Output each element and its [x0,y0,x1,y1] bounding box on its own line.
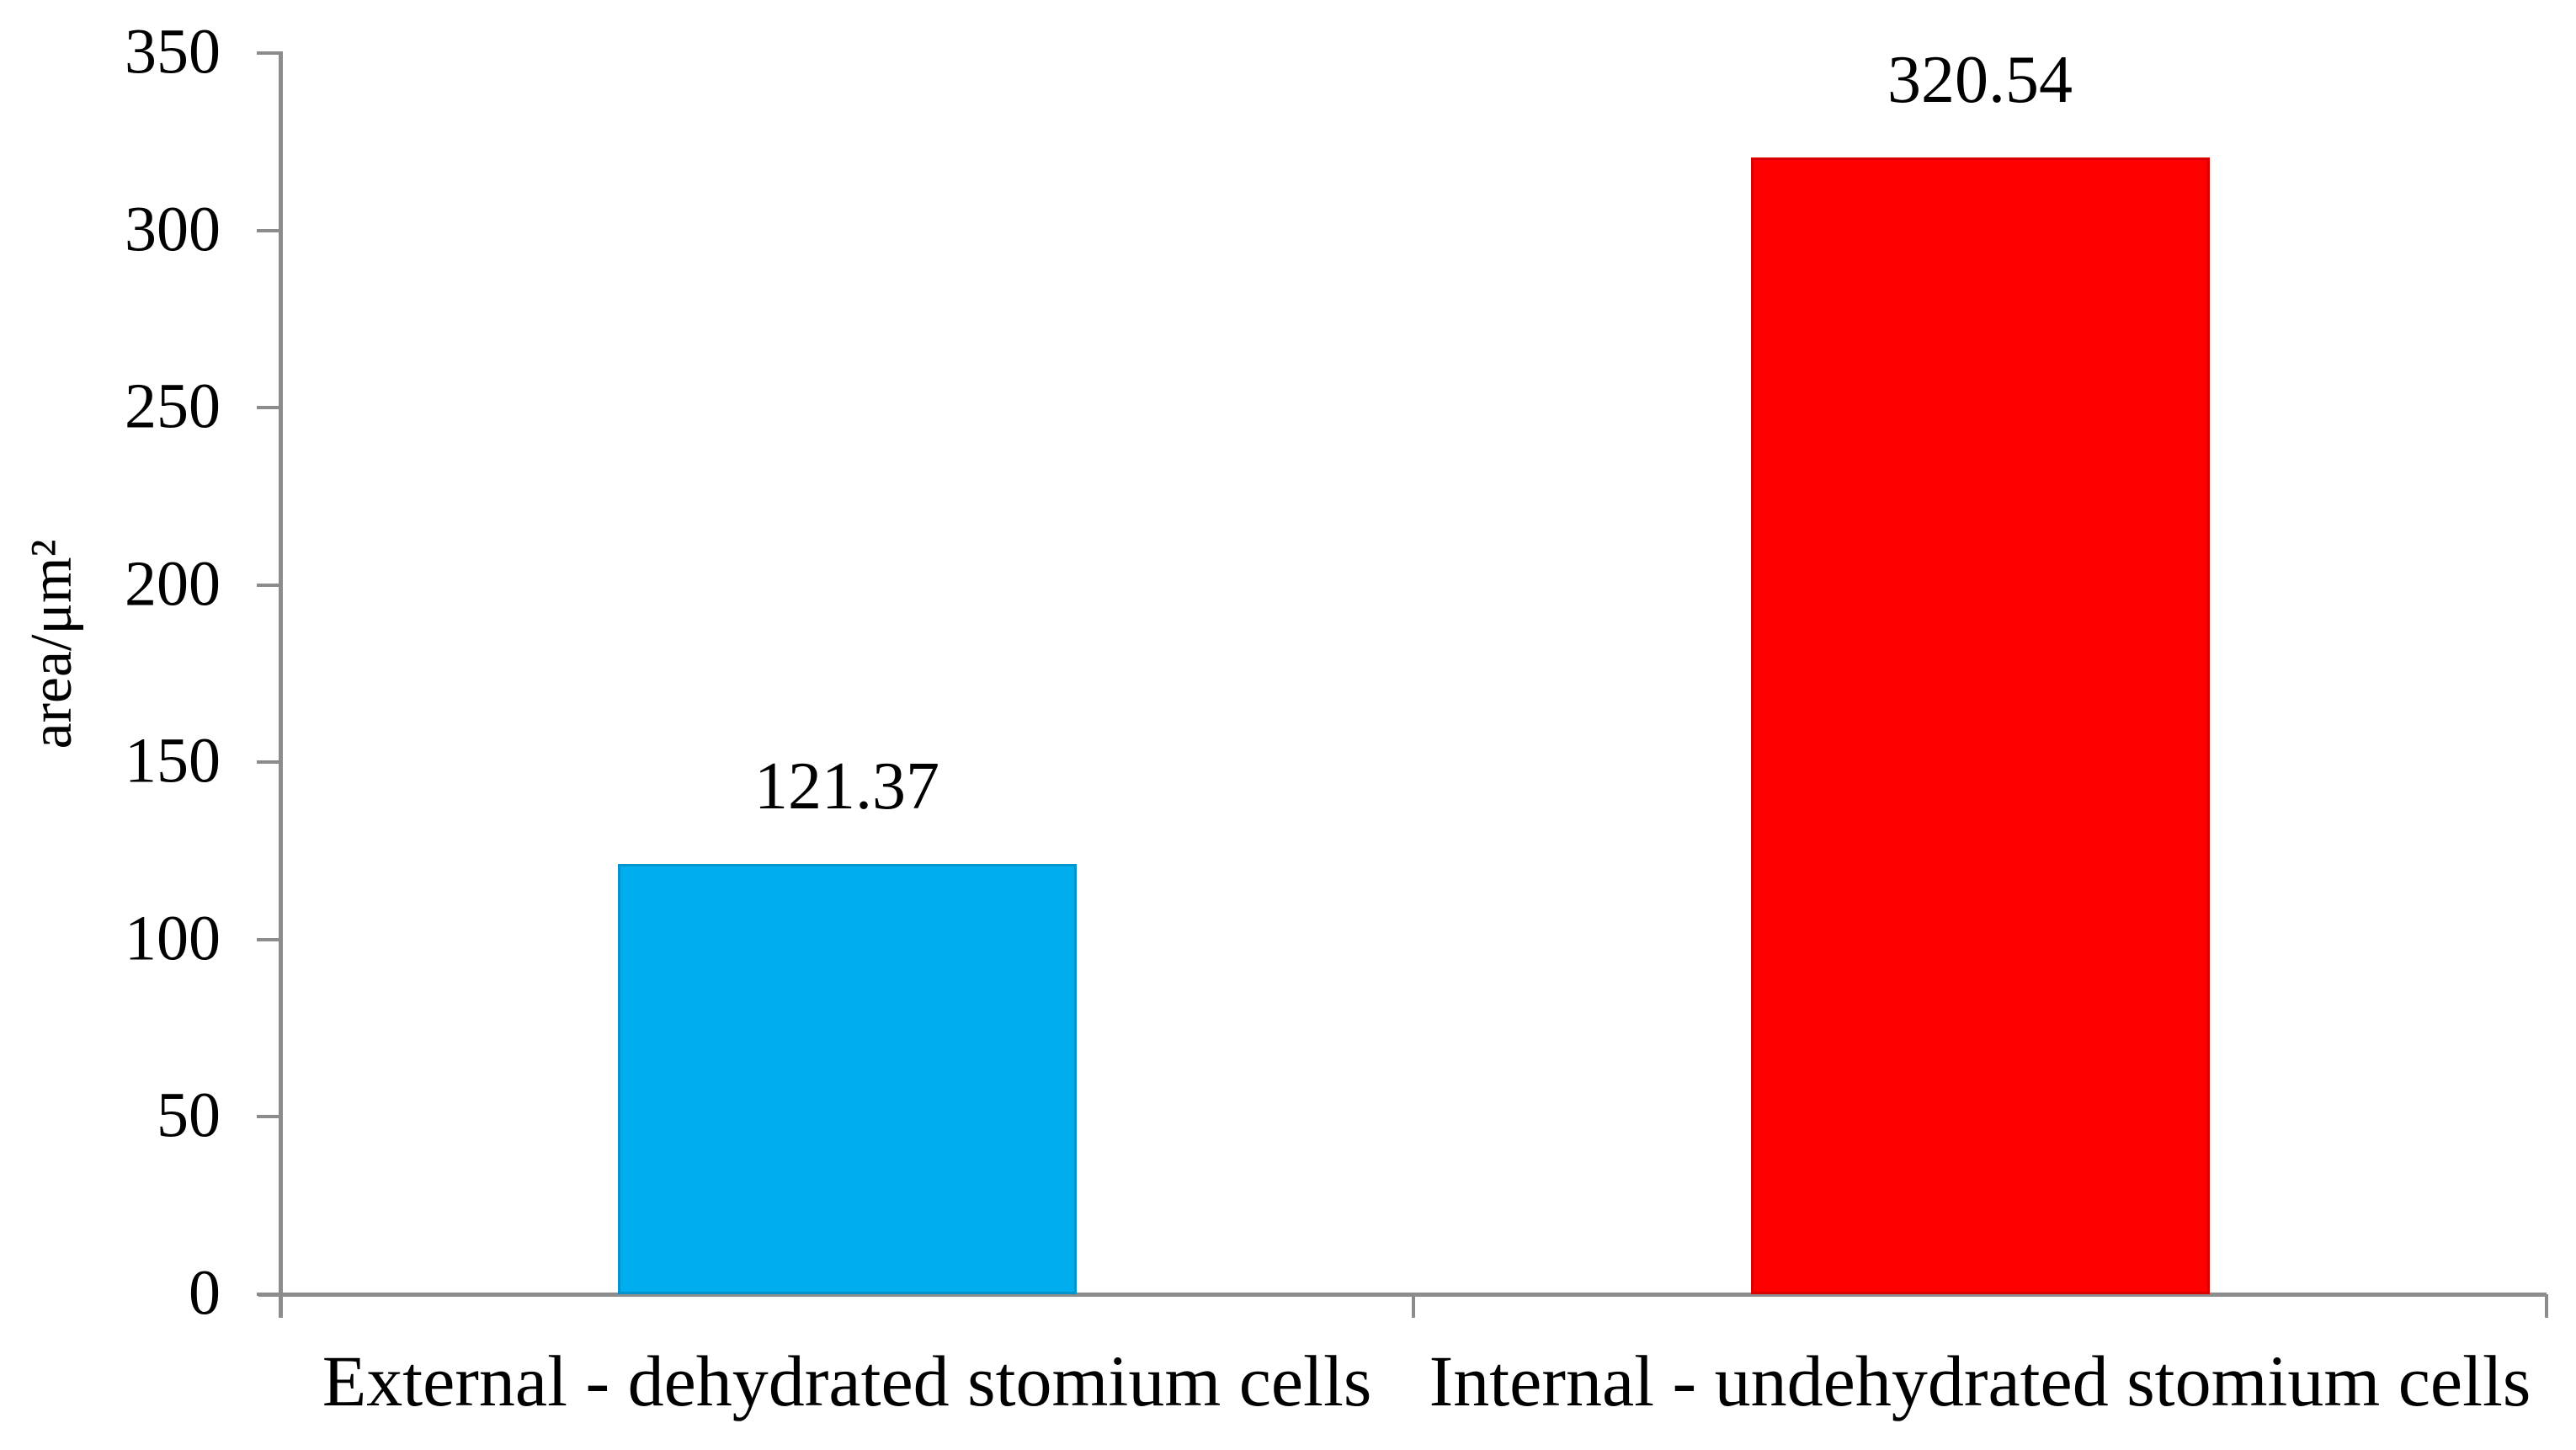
x-category-label: Internal - undehydrated stomium cells [1429,1341,2531,1421]
y-tick-mark [257,760,279,765]
x-category-label: External - dehydrated stomium cells [322,1341,1372,1421]
bar-external [617,863,1077,1294]
y-axis-line [279,51,283,1318]
y-tick-mark [257,228,279,232]
y-tick-label: 350 [125,16,221,88]
y-tick-mark [257,583,279,587]
y-tick-label: 200 [125,548,221,620]
y-tick-label: 50 [157,1080,221,1151]
y-tick-label: 150 [125,725,221,797]
y-tick-mark [257,1293,279,1296]
y-tick-label: 300 [125,194,221,265]
x-tick-mark [1412,1294,1415,1318]
y-tick-mark [257,406,279,410]
y-tick-mark [257,51,279,55]
y-tick-mark [257,937,279,941]
bar-value-label: 121.37 [754,749,939,824]
y-tick-mark [257,1115,279,1119]
bar-value-label: 320.54 [1887,43,2073,118]
y-tick-label: 250 [125,370,221,442]
bar-internal [1750,157,2210,1294]
y-tick-label: 100 [125,903,221,974]
y-tick-label: 0 [189,1257,221,1329]
x-tick-mark [2545,1294,2548,1318]
x-axis-line [258,1293,2547,1297]
